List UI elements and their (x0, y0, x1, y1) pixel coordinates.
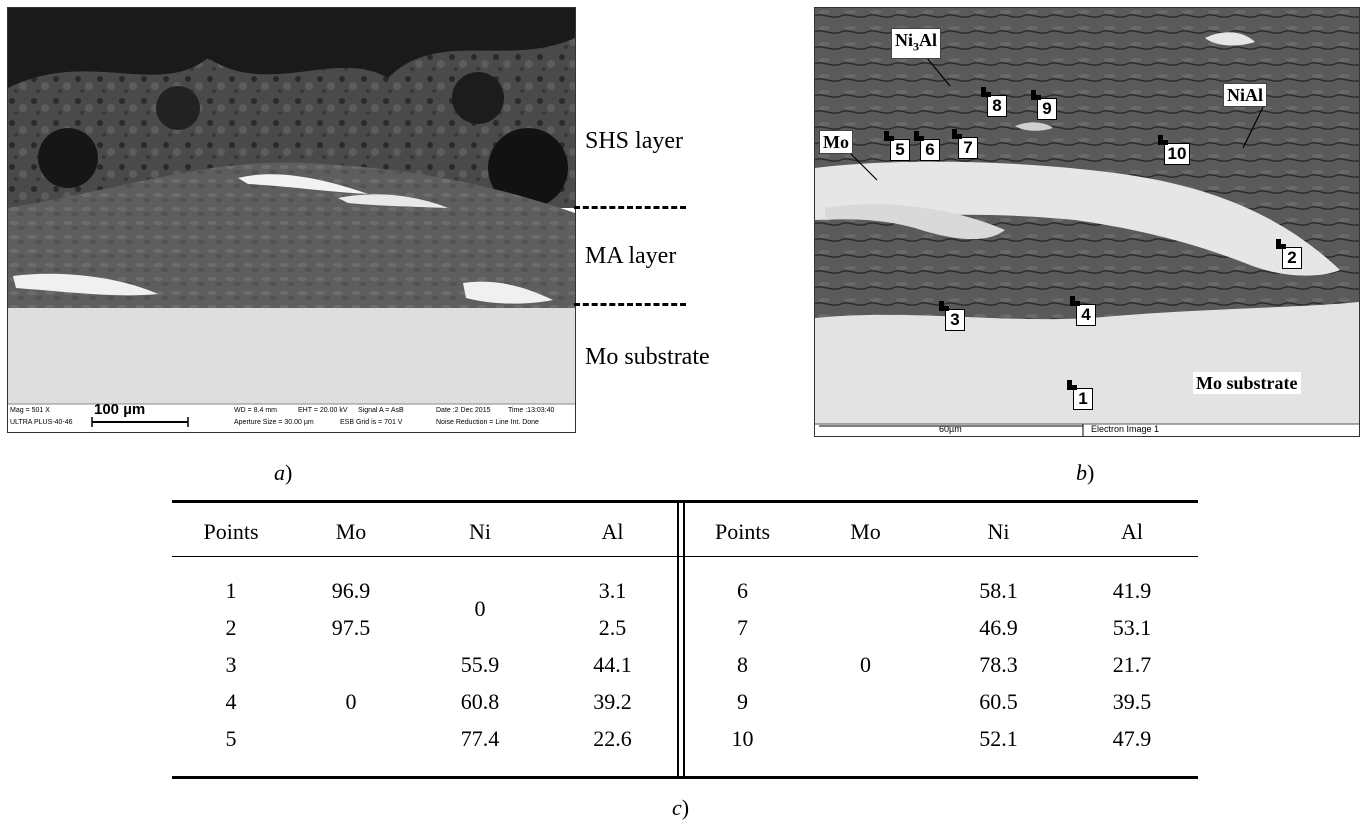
point-marker-10: 10 (1158, 135, 1190, 165)
table-left-block: Points Mo Ni Al (172, 514, 677, 550)
point-marker-8: 8 (981, 87, 1007, 117)
header-mo: Mo (335, 519, 367, 544)
table-divider-left (677, 500, 679, 779)
boundary-dash-shs-ma (574, 206, 686, 209)
cell-mo-merged: 0 (860, 651, 871, 677)
table-left-body: 1 96.9 0 3.1 2 97.5 2.5 3 0 55.9 44.1 4 … (172, 572, 677, 757)
point-marker-2: 2 (1276, 239, 1302, 269)
table-right-block: Points Mo Ni Al (685, 514, 1198, 550)
caption-c: c) (672, 795, 690, 820)
point-marker-9: 9 (1031, 90, 1057, 120)
cell-point: 8 (737, 651, 748, 677)
signal-text: Signal A = AsB (358, 407, 404, 414)
arrow-nial (1242, 106, 1264, 149)
cell-ni: 60.8 (460, 688, 500, 714)
date-text: Date :2 Dec 2015 (436, 407, 491, 414)
header-points: Points (203, 519, 259, 544)
header-ni: Ni (469, 519, 491, 544)
cell-point: 10 (731, 725, 754, 751)
cell-al: 22.6 (593, 725, 632, 751)
wd-text: WD = 8.4 mm (234, 407, 277, 414)
time-text: Time :13:03:40 (508, 407, 555, 414)
cell-ni-merged: 0 (474, 596, 486, 621)
table-top-rule (172, 500, 1198, 503)
aperture-text: Aperture Size = 30.00 µm (234, 419, 314, 426)
cell-point: 7 (737, 614, 748, 640)
header-al: Al (601, 519, 624, 544)
cell-point: 3 (225, 651, 237, 677)
point-marker-7: 7 (952, 129, 978, 159)
sem-image-a: Mag = 501 X ULTRA PLUS-40-46 100 µm WD =… (7, 7, 576, 433)
cell-point: 5 (225, 725, 237, 751)
cell-point: 9 (737, 688, 748, 714)
instrument-text: ULTRA PLUS-40-46 (10, 419, 73, 426)
point-marker-1: 1 (1067, 380, 1093, 410)
cell-mo: 96.9 (331, 577, 371, 603)
cell-point: 4 (225, 688, 237, 714)
cell-ni: 60.5 (979, 688, 1018, 714)
cell-al: 3.1 (598, 577, 627, 603)
cell-al: 41.9 (1112, 577, 1152, 603)
esb-text: ESB Grid is = 701 V (340, 419, 403, 426)
point-marker-4: 4 (1070, 296, 1096, 326)
cell-mo-merged: 0 (345, 688, 357, 714)
table-bottom-rule (172, 776, 1198, 779)
sem-image-b: Ni3Al NiAl Mo Mo substrate 1 2 3 4 5 6 7… (814, 7, 1360, 437)
cell-ni: 78.3 (979, 651, 1018, 677)
header-points: Points (714, 519, 771, 544)
sem-micrograph-a (8, 8, 575, 432)
cell-al: 47.9 (1112, 725, 1152, 751)
scale-text-b: 60µm (939, 424, 962, 434)
header-mo: Mo (850, 519, 881, 544)
cell-ni: 46.9 (979, 614, 1018, 640)
header-al: Al (1121, 519, 1143, 544)
header-ni: Ni (987, 519, 1010, 544)
phase-label-mo: Mo (819, 130, 853, 154)
caption-a: a) (274, 460, 293, 485)
table-divider-right (683, 500, 685, 779)
phase-label-nial: NiAl (1223, 83, 1267, 107)
cell-point: 6 (737, 577, 748, 603)
table-header-rule (172, 556, 1198, 557)
sem-micrograph-b (815, 8, 1359, 436)
cell-ni: 55.9 (460, 651, 500, 677)
noise-text: Noise Reduction = Line Int. Done (436, 419, 539, 426)
cell-point: 1 (225, 577, 237, 603)
phase-label-ni3al: Ni3Al (891, 28, 941, 59)
point-marker-3: 3 (939, 301, 965, 331)
cell-mo: 97.5 (331, 614, 371, 640)
cell-ni: 77.4 (460, 725, 500, 751)
phase-label-substrate: Mo substrate (1193, 372, 1301, 394)
label-arrows-b (846, 57, 1264, 181)
caption-b: b) (1076, 460, 1095, 485)
mag-text: Mag = 501 X (10, 407, 50, 414)
cell-al: 39.5 (1112, 688, 1152, 714)
layer-label-ma: MA layer (585, 243, 677, 269)
point-marker-6: 6 (914, 131, 940, 161)
cell-al: 53.1 (1112, 614, 1152, 640)
cell-al: 21.7 (1112, 651, 1152, 677)
point-marker-5: 5 (884, 131, 910, 161)
cell-al: 39.2 (593, 688, 632, 714)
arrow-mo (846, 149, 878, 181)
image-label-b: Electron Image 1 (1091, 424, 1160, 434)
eht-text: EHT = 20.00 kV (298, 407, 348, 414)
cell-ni: 52.1 (979, 725, 1018, 751)
layer-label-shs: SHS layer (585, 128, 683, 154)
composition-table: Points Mo Ni Al 1 96.9 0 3.1 2 97.5 2.5 … (172, 500, 1198, 780)
cell-al: 44.1 (593, 651, 632, 677)
scale-text-a: 100 µm (94, 401, 146, 418)
boundary-dash-ma-substrate (574, 303, 686, 306)
layer-label-substrate: Mo substrate (585, 344, 710, 370)
cell-point: 2 (225, 614, 237, 640)
arrow-ni3al (926, 57, 951, 87)
cell-ni: 58.1 (979, 577, 1018, 603)
table-right-body: 6 0 58.1 41.9 7 46.9 53.1 8 78.3 21.7 9 … (685, 572, 1198, 757)
cell-al: 2.5 (598, 614, 627, 640)
